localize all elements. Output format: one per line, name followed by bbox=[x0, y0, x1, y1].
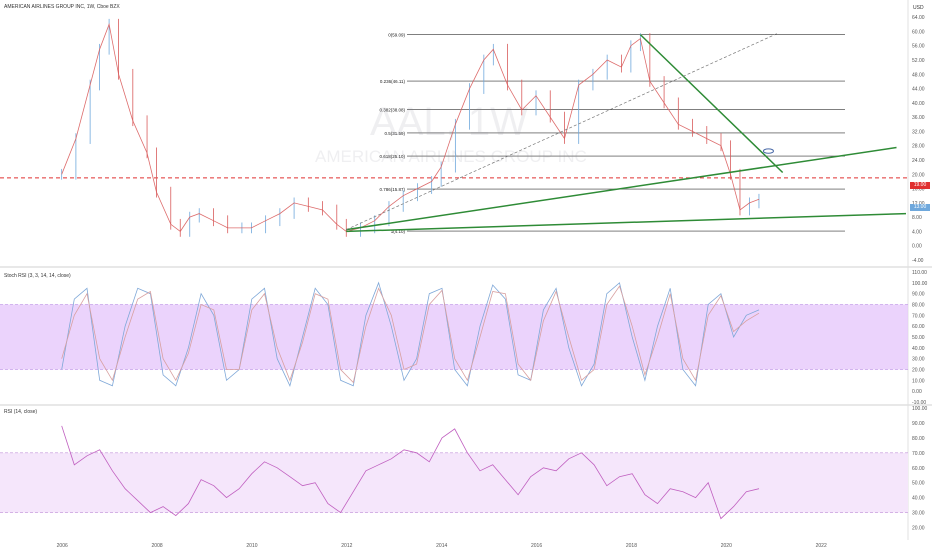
price-y-tick: 8.00 bbox=[912, 215, 922, 221]
trendline-lower-support bbox=[346, 212, 907, 233]
fib-level-label: 0.5(31.59) bbox=[384, 131, 405, 136]
price-y-tick: 56.00 bbox=[912, 44, 925, 50]
x-tick: 2014 bbox=[436, 543, 447, 549]
x-tick: 2010 bbox=[246, 543, 257, 549]
x-tick: 2016 bbox=[531, 543, 542, 549]
rsi-title: RSI (14, close) bbox=[4, 409, 38, 415]
stoch-y-tick: 90.00 bbox=[912, 292, 925, 298]
fib-level-label: 0.382(38.08) bbox=[379, 108, 405, 113]
price-y-tick: 64.00 bbox=[912, 15, 925, 21]
price-y-tick: 12.00 bbox=[912, 201, 925, 207]
stoch-y-tick: 40.00 bbox=[912, 346, 925, 352]
fib-level-label: 1(4.10) bbox=[391, 229, 406, 234]
fib-level-label: 0.236(46.11) bbox=[380, 79, 406, 84]
x-tick: 2008 bbox=[152, 543, 163, 549]
price-y-tick: 52.00 bbox=[912, 58, 925, 64]
x-tick: 2020 bbox=[721, 543, 732, 549]
price-y-tick: 16.00 bbox=[912, 187, 925, 193]
stoch-k-line bbox=[61, 281, 760, 387]
price-y-tick: 60.00 bbox=[912, 29, 925, 35]
rsi-line bbox=[61, 425, 760, 520]
stoch-y-tick: 30.00 bbox=[912, 357, 925, 363]
price-y-tick: 40.00 bbox=[912, 101, 925, 107]
current-price-label: 13.00 bbox=[910, 204, 930, 211]
stoch-band bbox=[0, 304, 908, 370]
x-tick: 2022 bbox=[816, 543, 827, 549]
x-tick: 2006 bbox=[57, 543, 68, 549]
stoch-y-tick: 80.00 bbox=[912, 303, 925, 309]
price-y-tick: 4.00 bbox=[912, 229, 922, 235]
level-price-label: 19.00 bbox=[910, 182, 930, 189]
x-tick: 2012 bbox=[341, 543, 352, 549]
rsi-y-tick: 100.00 bbox=[912, 406, 928, 412]
stoch-y-tick: 70.00 bbox=[912, 313, 925, 319]
stoch-y-tick: 20.00 bbox=[912, 368, 925, 374]
stoch-y-tick: 10.00 bbox=[912, 378, 925, 384]
price-y-tick: 28.00 bbox=[912, 144, 925, 150]
stoch-y-tick: 60.00 bbox=[912, 324, 925, 330]
eye-icon bbox=[762, 148, 774, 154]
trendline-resistance bbox=[639, 34, 784, 174]
price-y-tick: 0.00 bbox=[912, 244, 922, 250]
rsi-y-tick: 80.00 bbox=[912, 436, 925, 442]
price-y-tick: 36.00 bbox=[912, 115, 925, 121]
price-y-tick: 24.00 bbox=[912, 158, 925, 164]
rsi-y-tick: 30.00 bbox=[912, 511, 925, 517]
fib-level-label: 0.786(15.87) bbox=[379, 187, 405, 192]
chart-title: AMERICAN AIRLINES GROUP INC, 1W, Cboe BZ… bbox=[4, 4, 120, 10]
stoch-y-tick: 50.00 bbox=[912, 335, 925, 341]
rsi-y-tick: 90.00 bbox=[912, 421, 925, 427]
watermark-ticker: AAL, 1W bbox=[370, 100, 528, 144]
price-y-tick: 48.00 bbox=[912, 72, 925, 78]
price-y-tick: -4.00 bbox=[912, 258, 924, 264]
watermark-name: AMERICAN AIRLINES GROUP INC bbox=[315, 147, 587, 166]
rsi-y-tick: 70.00 bbox=[912, 451, 925, 457]
stoch-y-tick: 100.00 bbox=[912, 281, 928, 287]
price-y-tick: 32.00 bbox=[912, 129, 925, 135]
rsi-y-tick: 60.00 bbox=[912, 466, 925, 472]
fib-level-label: 0.618(25.10) bbox=[379, 154, 405, 159]
stoch-y-tick: 0.00 bbox=[912, 389, 922, 395]
currency-label: USD bbox=[913, 5, 924, 11]
rsi-band bbox=[0, 452, 908, 513]
fib-level-label: 0(59.09) bbox=[388, 33, 405, 38]
stoch-d-line bbox=[61, 285, 760, 384]
stoch-y-tick: 110.00 bbox=[912, 270, 927, 276]
price-series-line bbox=[61, 22, 760, 232]
stoch-title: Stoch RSI (3, 3, 14, 14, close) bbox=[4, 273, 71, 279]
trendline-upper-support bbox=[346, 146, 897, 231]
rsi-y-tick: 40.00 bbox=[912, 496, 925, 502]
price-y-tick: 44.00 bbox=[912, 87, 925, 93]
rsi-y-tick: 20.00 bbox=[912, 526, 925, 532]
x-tick: 2018 bbox=[626, 543, 637, 549]
price-y-tick: 20.00 bbox=[912, 172, 925, 178]
rsi-y-tick: 50.00 bbox=[912, 481, 925, 487]
trendline-dashed-projection bbox=[346, 32, 779, 230]
stoch-y-tick: -10.00 bbox=[912, 400, 926, 406]
